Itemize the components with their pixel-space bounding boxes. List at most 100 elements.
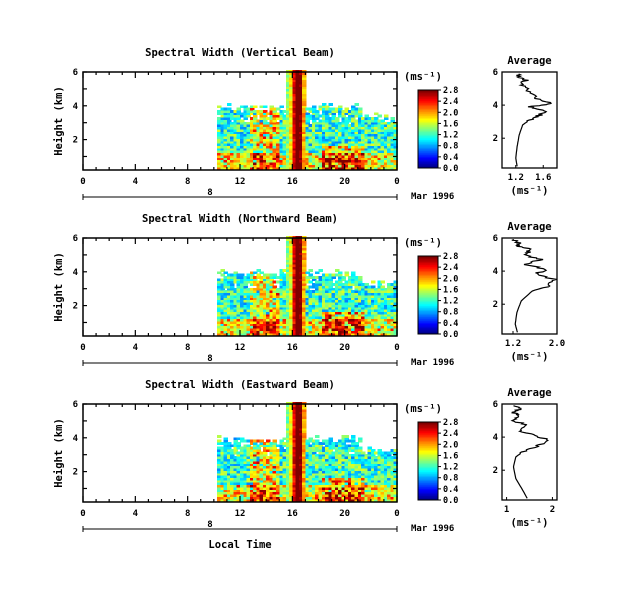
heatmap-cell (315, 320, 320, 324)
heatmap-cell (285, 311, 291, 315)
heatmap-cell (285, 479, 291, 483)
heatmap-cell (240, 320, 245, 324)
heatmap-cell (357, 332, 363, 336)
heatmap-cell (253, 290, 258, 294)
heatmap-cell (383, 463, 389, 467)
heatmap-cell (361, 287, 366, 291)
heatmap-cell (364, 133, 369, 137)
heatmap-cell (367, 136, 373, 139)
heatmap-cell (302, 91, 307, 94)
heatmap-cell (377, 484, 382, 488)
heatmap-cell (236, 489, 242, 493)
heatmap-cell (289, 271, 294, 275)
heatmap-cell (387, 475, 392, 478)
heatmap-cell (334, 444, 340, 448)
heatmap-cell (217, 121, 222, 125)
heatmap-cell (347, 138, 353, 142)
heatmap-cell (295, 245, 301, 249)
colorbar-tick-label: 1.6 (443, 119, 458, 129)
heatmap-cell (367, 328, 373, 331)
heatmap-cell (311, 121, 317, 125)
heatmap-cell (236, 112, 242, 116)
heatmap-cell (393, 494, 399, 497)
heatmap-cell (361, 290, 366, 294)
heatmap-cell (295, 235, 301, 239)
heatmap-cell (249, 131, 255, 135)
heatmap-cell (347, 114, 353, 118)
heatmap-cell (298, 86, 304, 90)
heatmap-cell (387, 453, 392, 457)
heatmap-cell (328, 157, 333, 161)
heatmap-cell (374, 325, 379, 329)
heatmap-cell (351, 105, 356, 109)
heatmap-cell (262, 121, 268, 125)
heatmap-cell (351, 294, 356, 298)
heatmap-cell (223, 328, 229, 331)
heatmap-cell (233, 449, 238, 452)
heatmap-cell (262, 330, 268, 334)
heatmap-cell (246, 453, 252, 457)
heatmap-cell (298, 477, 304, 481)
heatmap-cell (302, 489, 307, 493)
colorbar-swatch (418, 261, 438, 264)
heatmap-cell (240, 437, 245, 441)
heatmap-cell (302, 72, 307, 76)
heatmap-cell (361, 486, 366, 490)
heatmap-cell (361, 136, 366, 139)
heatmap-cell (321, 498, 327, 502)
heatmap-cell (357, 128, 363, 132)
heatmap-cell (298, 458, 304, 462)
heatmap-cell (220, 496, 225, 500)
heatmap-cell (272, 159, 278, 163)
heatmap-cell (351, 280, 356, 284)
heatmap-cell (253, 304, 258, 308)
heatmap-cell (226, 147, 232, 151)
heatmap-cell (295, 242, 301, 246)
heatmap-cell (311, 302, 317, 305)
heatmap-cell (361, 283, 366, 286)
heatmap-cell (357, 283, 363, 286)
heatmap-cell (269, 318, 274, 322)
heatmap-cell (361, 489, 366, 493)
colorbar-swatch (418, 472, 438, 475)
heatmap-cell (364, 484, 369, 488)
heatmap-cell (370, 143, 376, 146)
heatmap-cell (325, 465, 330, 469)
heatmap-cell (383, 498, 389, 502)
heatmap-cell (243, 166, 248, 170)
heatmap-cell (380, 136, 386, 139)
heatmap-cell (292, 140, 297, 144)
heatmap-cell (295, 411, 301, 415)
heatmap-cell (223, 470, 229, 474)
heatmap-cell (282, 479, 288, 483)
heatmap-cell (331, 157, 337, 161)
heatmap-cell (377, 489, 382, 493)
heatmap-cell (383, 304, 389, 308)
heatmap-cell (220, 484, 225, 488)
heatmap-cell (282, 131, 288, 135)
heatmap-cell (295, 105, 301, 109)
colorbar-swatch (418, 318, 438, 321)
heatmap-cell (249, 119, 255, 123)
heatmap-cell (351, 309, 356, 312)
heatmap-cell (338, 297, 343, 301)
heatmap-cell (325, 306, 330, 310)
heatmap-cell (374, 482, 379, 486)
heatmap-cell (289, 114, 294, 118)
heatmap-cell (266, 126, 271, 130)
heatmap-cell (344, 162, 350, 165)
average-x-tick-label: 1.2 (505, 339, 521, 349)
heatmap-cell (380, 330, 386, 334)
heatmap-cell (354, 309, 359, 312)
heatmap-cell (272, 147, 278, 151)
heatmap-cell (321, 280, 327, 284)
average-title: Average (507, 221, 551, 233)
heatmap-cell (328, 128, 333, 132)
heatmap-cell (311, 316, 317, 320)
heatmap-cell (243, 309, 248, 312)
heatmap-cell (220, 131, 225, 135)
heatmap-cell (325, 309, 330, 312)
heatmap-cell (302, 332, 307, 336)
heatmap-cell (302, 444, 307, 448)
heatmap-cell (328, 332, 333, 336)
